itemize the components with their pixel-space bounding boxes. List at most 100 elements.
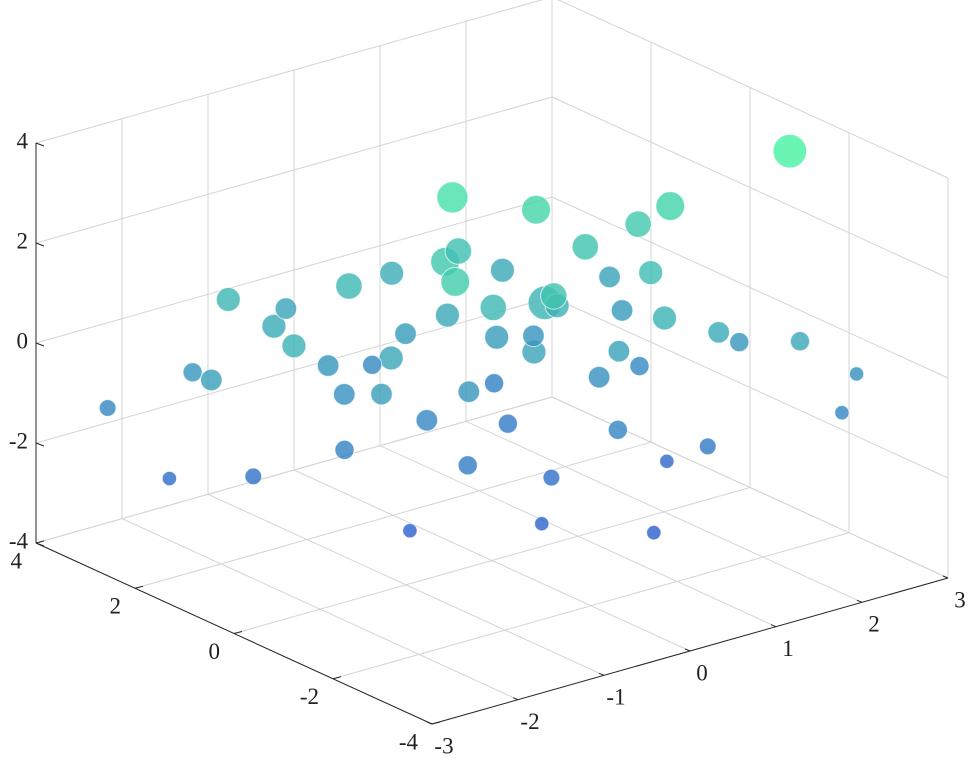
point bbox=[652, 305, 677, 331]
grid-line bbox=[35, 296, 553, 444]
y-tick-label: 2 bbox=[110, 594, 122, 619]
point bbox=[434, 302, 460, 328]
y-tick bbox=[134, 585, 144, 589]
point bbox=[379, 260, 405, 286]
z-tick bbox=[35, 442, 45, 447]
x-tick bbox=[426, 721, 433, 725]
grid-line bbox=[233, 487, 751, 634]
point bbox=[161, 470, 178, 487]
x-tick-label: 2 bbox=[868, 612, 880, 637]
point bbox=[200, 368, 223, 392]
y-tick-label: 4 bbox=[11, 548, 23, 573]
grid-line bbox=[551, 296, 949, 479]
point bbox=[607, 419, 628, 440]
x-tick-label: -1 bbox=[606, 685, 625, 710]
z-tick-label: -2 bbox=[9, 428, 28, 453]
point bbox=[261, 313, 287, 339]
point bbox=[334, 439, 355, 461]
grid-line bbox=[332, 532, 850, 680]
point bbox=[215, 287, 241, 313]
y-tick-label: -4 bbox=[399, 729, 419, 754]
point bbox=[522, 324, 545, 348]
point bbox=[484, 373, 505, 394]
x-tick-label: 3 bbox=[954, 587, 966, 612]
point bbox=[415, 408, 439, 432]
grid-line bbox=[35, 96, 553, 244]
point bbox=[457, 380, 481, 404]
point bbox=[394, 322, 417, 345]
grid-line bbox=[551, 96, 949, 279]
point bbox=[521, 194, 551, 225]
y-tick bbox=[332, 676, 342, 680]
x-tick bbox=[856, 599, 863, 603]
point bbox=[571, 233, 599, 261]
point bbox=[316, 354, 340, 377]
x-tick bbox=[684, 648, 691, 652]
point bbox=[729, 332, 750, 353]
x-tick-label: 0 bbox=[696, 660, 708, 685]
y-tick bbox=[431, 721, 441, 725]
z-tick bbox=[35, 142, 45, 147]
z-tick bbox=[35, 242, 45, 247]
z-tick-label: 4 bbox=[17, 128, 29, 153]
point bbox=[457, 455, 478, 476]
x-tick bbox=[512, 697, 519, 701]
x-tick-label: -2 bbox=[520, 709, 539, 734]
point bbox=[698, 437, 717, 456]
point bbox=[534, 515, 550, 532]
point bbox=[274, 297, 298, 320]
x-tick-label: 1 bbox=[782, 636, 794, 661]
point bbox=[607, 339, 631, 363]
grid-line bbox=[35, 196, 553, 344]
x-tick bbox=[942, 575, 949, 579]
grid-line bbox=[35, 396, 553, 544]
point bbox=[335, 272, 363, 300]
point bbox=[402, 523, 418, 539]
point bbox=[587, 365, 611, 389]
point bbox=[489, 257, 515, 283]
point bbox=[655, 191, 686, 221]
point bbox=[332, 383, 356, 406]
x-tick-label: -3 bbox=[434, 733, 453, 758]
point bbox=[497, 413, 518, 434]
point bbox=[610, 299, 634, 322]
point bbox=[244, 467, 263, 486]
y-tick bbox=[35, 540, 45, 544]
point bbox=[659, 453, 675, 470]
grid-line bbox=[551, 196, 949, 379]
point bbox=[281, 333, 307, 359]
point bbox=[789, 331, 811, 352]
point bbox=[440, 266, 471, 297]
x-tick bbox=[598, 672, 605, 676]
point bbox=[370, 382, 393, 406]
point bbox=[484, 324, 510, 350]
point bbox=[646, 524, 662, 541]
point bbox=[540, 282, 568, 310]
point bbox=[444, 237, 473, 265]
grid-line bbox=[35, 0, 544, 144]
point bbox=[542, 468, 561, 487]
x-tick bbox=[770, 624, 777, 628]
point bbox=[378, 345, 404, 371]
z-tick bbox=[35, 542, 45, 547]
point bbox=[479, 293, 507, 322]
y-tick bbox=[233, 631, 243, 634]
y-tick-label: 0 bbox=[209, 639, 221, 664]
point bbox=[834, 405, 850, 421]
z-tick-label: 2 bbox=[17, 228, 29, 253]
z-tick bbox=[35, 342, 45, 347]
grid-line bbox=[557, 0, 949, 179]
grid-line bbox=[134, 441, 652, 589]
point bbox=[772, 133, 808, 169]
point bbox=[707, 320, 731, 344]
point bbox=[98, 399, 117, 417]
y-tick-label: -2 bbox=[300, 684, 319, 709]
z-tick-label: -4 bbox=[9, 528, 29, 553]
point bbox=[624, 210, 652, 238]
point bbox=[182, 362, 203, 383]
point bbox=[598, 265, 621, 289]
point bbox=[638, 260, 664, 286]
point bbox=[848, 366, 865, 382]
